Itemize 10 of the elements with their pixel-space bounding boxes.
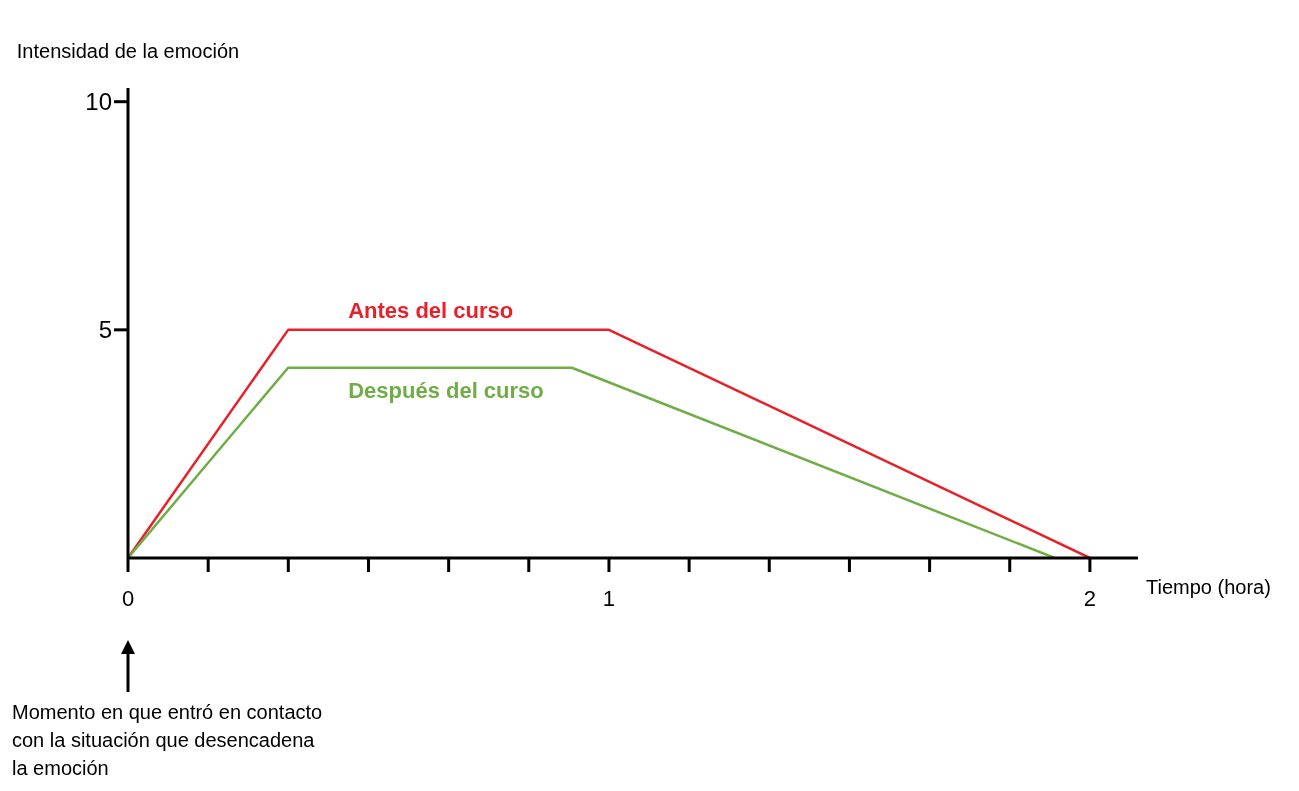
x-tick-label: 0 — [121, 585, 135, 611]
y-axis-title: Intensidad de la emoción — [16, 40, 240, 62]
x-tick-label: 2 — [1083, 585, 1097, 611]
y-tick-label: 5 — [98, 316, 112, 344]
text: Momento en que entró en contacto con la situación que desencadena la emoción — [12, 700, 324, 781]
y-tick-label: 10 — [85, 88, 112, 116]
series-label: Antes del curso — [348, 297, 514, 323]
x-axis-title: Tiempo (hora) — [1146, 576, 1271, 598]
series-label: Después del curso — [348, 377, 544, 403]
x-tick-label: 1 — [602, 585, 616, 611]
